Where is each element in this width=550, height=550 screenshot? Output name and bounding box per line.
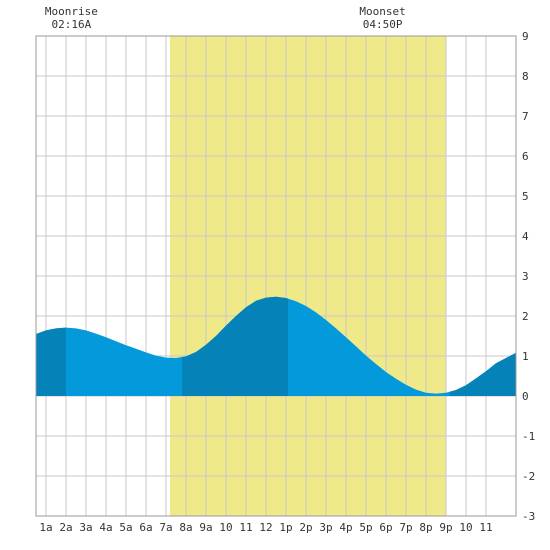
y-tick-label: -2 xyxy=(522,470,535,483)
x-tick-label: 10 xyxy=(219,521,232,534)
x-tick-label: 3p xyxy=(319,521,332,534)
moon-event-time: 04:50P xyxy=(363,18,403,31)
y-tick-label: 9 xyxy=(522,30,529,43)
x-tick-label: 1p xyxy=(279,521,292,534)
x-tick-label: 8p xyxy=(419,521,432,534)
y-tick-label: -3 xyxy=(522,510,535,523)
y-tick-label: 4 xyxy=(522,230,529,243)
y-tick-label: 1 xyxy=(522,350,529,363)
grid-lines xyxy=(36,35,516,517)
x-tick-label: 4a xyxy=(99,521,112,534)
x-tick-label: 5p xyxy=(359,521,372,534)
y-tick-label: 2 xyxy=(522,310,529,323)
moon-event-label: Moonrise xyxy=(45,5,98,18)
y-tick-label: -1 xyxy=(522,430,535,443)
x-tick-label: 4p xyxy=(339,521,352,534)
x-tick-label: 6p xyxy=(379,521,392,534)
x-tick-label: 11 xyxy=(479,521,492,534)
x-tick-label: 9p xyxy=(439,521,452,534)
x-tick-label: 2p xyxy=(299,521,312,534)
x-tick-label: 11 xyxy=(239,521,252,534)
moon-event-label: Moonset xyxy=(359,5,405,18)
y-tick-label: 6 xyxy=(522,150,529,163)
x-tick-label: 7a xyxy=(159,521,172,534)
x-tick-label: 9a xyxy=(199,521,212,534)
y-tick-label: 3 xyxy=(522,270,529,283)
plot-frame xyxy=(35,35,517,517)
x-tick-label: 2a xyxy=(59,521,72,534)
moon-event-time: 02:16A xyxy=(52,18,92,31)
y-axis-ticks: -3 -2 -1 0 1 2 3 4 5 6 7 8 9 xyxy=(522,30,535,523)
x-tick-label: 6a xyxy=(139,521,152,534)
x-tick-label: 7p xyxy=(399,521,412,534)
x-tick-label: 12 xyxy=(259,521,272,534)
y-tick-label: 7 xyxy=(522,110,529,123)
y-tick-label: 5 xyxy=(522,190,529,203)
x-tick-label: 1a xyxy=(39,521,52,534)
x-tick-label: 10 xyxy=(459,521,472,534)
x-tick-label: 5a xyxy=(119,521,132,534)
x-axis-ticks: 1a 2a 3a 4a 5a 6a 7a 8a 9a 10 11 12 1p 2p 3p 4p 5p 6p 7p 8p… xyxy=(39,521,492,534)
x-tick-label: 8a xyxy=(179,521,192,534)
x-tick-label: 3a xyxy=(79,521,92,534)
y-tick-label: 8 xyxy=(522,70,529,83)
y-tick-label: 0 xyxy=(522,390,529,403)
